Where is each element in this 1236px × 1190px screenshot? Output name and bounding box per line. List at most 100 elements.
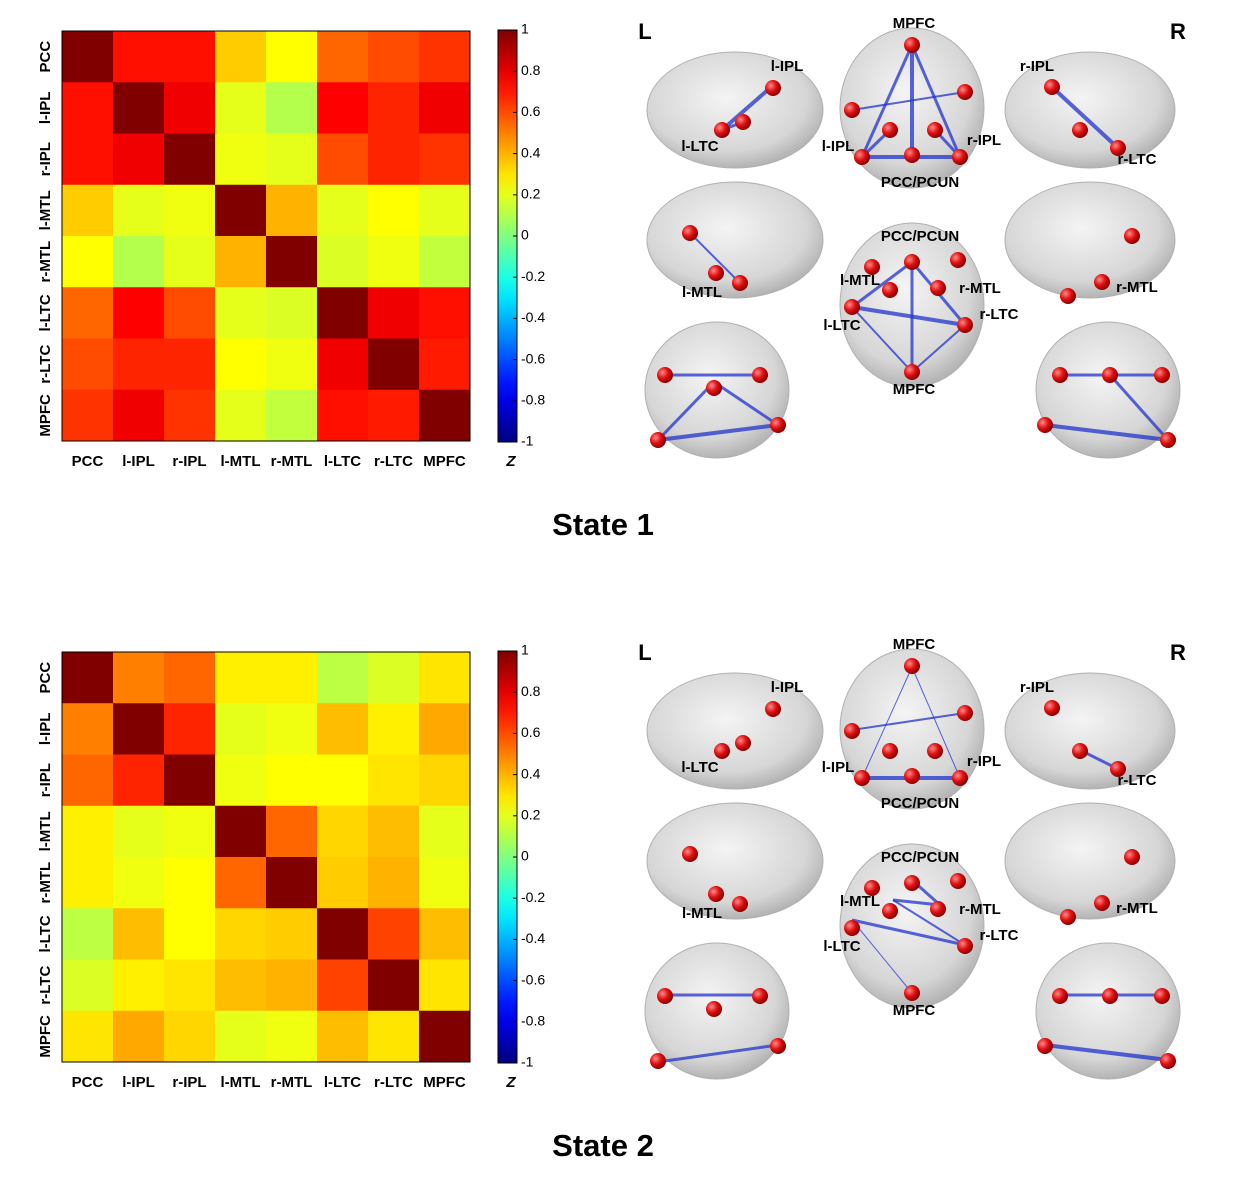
heatmap-cell bbox=[266, 703, 318, 755]
y-tick-label: r-IPL bbox=[37, 142, 54, 176]
heatmap-cell bbox=[113, 184, 165, 237]
brain-node bbox=[904, 364, 920, 380]
heatmap-cell bbox=[62, 857, 114, 909]
heatmap-cell bbox=[419, 1010, 471, 1063]
brain-edge bbox=[656, 380, 716, 442]
heatmap-cell bbox=[215, 908, 267, 960]
brain-node bbox=[657, 367, 673, 383]
brain-surface bbox=[1035, 942, 1181, 1080]
heatmap-cell bbox=[215, 287, 267, 339]
heatmap-cell bbox=[113, 133, 165, 186]
brain-node bbox=[1110, 140, 1126, 156]
brain-label: r-LTC bbox=[980, 927, 1019, 944]
y-tick-label: l-LTC bbox=[37, 294, 54, 331]
brain-node bbox=[930, 901, 946, 917]
heatmap-cell bbox=[266, 857, 318, 909]
brain-node bbox=[706, 380, 722, 396]
brain-label: PCC/PCUN bbox=[881, 228, 959, 245]
brain-node bbox=[1037, 1038, 1053, 1054]
heatmap-cell bbox=[419, 959, 471, 1012]
brain-edge bbox=[657, 1043, 779, 1064]
y-tick-label: MPFC bbox=[37, 394, 54, 437]
brain-edge bbox=[1108, 374, 1170, 441]
brain-node bbox=[1094, 274, 1110, 290]
heatmap-cell bbox=[62, 754, 114, 807]
brain-node bbox=[1124, 228, 1140, 244]
brain-node bbox=[1060, 288, 1076, 304]
heatmap-cell bbox=[368, 31, 420, 83]
heatmap-cell bbox=[164, 133, 216, 186]
colorbar-tick-label: -0.6 bbox=[521, 350, 545, 366]
brain-label: R bbox=[1170, 19, 1186, 44]
heatmap-cell bbox=[419, 82, 471, 134]
brain-node bbox=[770, 417, 786, 433]
heatmap-cell bbox=[62, 236, 114, 288]
colorbar-tick-label: -0.2 bbox=[521, 268, 545, 284]
brain-surface bbox=[1004, 181, 1176, 299]
brain-edge bbox=[910, 44, 962, 158]
heatmap-cell bbox=[215, 857, 267, 909]
brain-edge bbox=[860, 44, 914, 158]
brain-edge bbox=[851, 305, 966, 327]
brain-node bbox=[714, 122, 730, 138]
brain-node bbox=[1110, 761, 1126, 777]
brain-surface bbox=[1035, 321, 1181, 459]
heatmap-cell bbox=[419, 908, 471, 960]
x-tick-label: l-MTL bbox=[221, 1074, 261, 1091]
heatmap-cell bbox=[317, 805, 369, 858]
heatmap-cell bbox=[113, 959, 165, 1012]
brain-node bbox=[714, 743, 730, 759]
y-tick-label: PCC bbox=[37, 41, 54, 73]
y-tick-label: r-LTC bbox=[37, 966, 54, 1005]
heatmap-cell bbox=[113, 82, 165, 134]
brain-edge bbox=[851, 919, 913, 994]
heatmap-cell bbox=[62, 908, 114, 960]
brain-node bbox=[904, 768, 920, 784]
x-tick-label: r-IPL bbox=[172, 1074, 206, 1091]
heatmap-cell bbox=[317, 82, 369, 134]
heatmap-cell bbox=[62, 287, 114, 339]
brain-label: PCC/PCUN bbox=[881, 849, 959, 866]
brain-label: MPFC bbox=[893, 1002, 936, 1019]
brain-node bbox=[904, 658, 920, 674]
brain-node bbox=[904, 147, 920, 163]
brain-node bbox=[735, 735, 751, 751]
chart-title: State 1 bbox=[552, 507, 654, 542]
brain-node bbox=[854, 770, 870, 786]
colorbar-tick-label: -0.2 bbox=[521, 889, 545, 905]
heatmap-cell bbox=[368, 287, 420, 339]
heatmap-cell bbox=[266, 31, 318, 83]
heatmap-cell bbox=[62, 338, 114, 391]
brain-surface bbox=[646, 672, 824, 790]
colorbar-tick-label: 1 bbox=[521, 642, 529, 658]
brain-node bbox=[882, 903, 898, 919]
heatmap-cell bbox=[317, 338, 369, 391]
brain-node bbox=[854, 149, 870, 165]
colorbar-tick-label: -0.6 bbox=[521, 971, 545, 987]
heatmap-cell bbox=[215, 652, 267, 704]
x-tick-label: MPFC bbox=[423, 453, 466, 470]
heatmap-cell bbox=[266, 236, 318, 288]
brain-label: r-IPL bbox=[1020, 679, 1054, 696]
heatmap-cell bbox=[62, 703, 114, 755]
brain-label: r-MTL bbox=[959, 901, 1001, 918]
heatmap-cell bbox=[317, 703, 369, 755]
brain-surface bbox=[646, 51, 824, 169]
heatmap-cell bbox=[113, 1010, 165, 1063]
brain-label: l-LTC bbox=[823, 938, 860, 955]
brain-label: MPFC bbox=[893, 636, 936, 653]
x-tick-label: l-LTC bbox=[324, 453, 361, 470]
heatmap-frame bbox=[61, 30, 471, 442]
brain-node bbox=[657, 988, 673, 1004]
brain-edge bbox=[911, 666, 961, 779]
brain-label: PCC/PCUN bbox=[881, 795, 959, 812]
brain-panel: L Rl-IPL l-LTC MPFC l-IPL r-IPL PCC/PCUN r-IPL r… bbox=[638, 15, 1186, 459]
x-tick-label: r-IPL bbox=[172, 453, 206, 470]
heatmap-cell bbox=[419, 703, 471, 755]
brain-node bbox=[864, 880, 880, 896]
heatmap-cell bbox=[368, 184, 420, 237]
heatmap-cell bbox=[317, 857, 369, 909]
brain-label: r-LTC bbox=[1118, 772, 1157, 789]
brain-node bbox=[864, 259, 880, 275]
